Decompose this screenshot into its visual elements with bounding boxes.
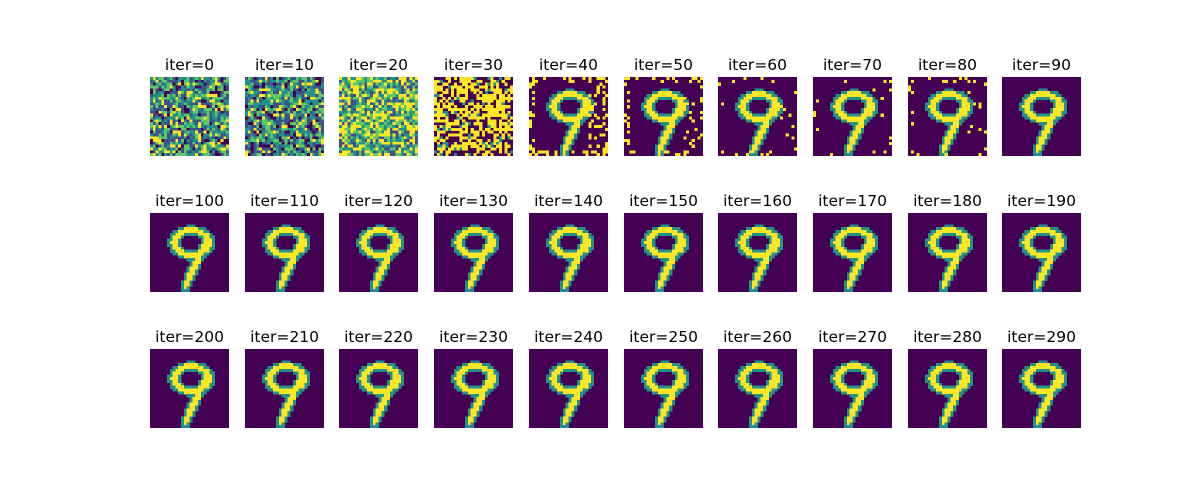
iteration-image [624, 349, 703, 428]
iteration-image [1002, 77, 1081, 156]
panel-title: iter=0 [164, 56, 215, 74]
iteration-image [908, 349, 987, 428]
panel-title: iter=200 [155, 328, 224, 346]
iteration-image [1002, 349, 1081, 428]
panel-title: iter=190 [1007, 192, 1076, 210]
iteration-image [813, 349, 892, 428]
panel-title: iter=110 [250, 192, 319, 210]
iteration-image [813, 77, 892, 156]
panel-title: iter=20 [348, 56, 408, 74]
iteration-image [529, 77, 608, 156]
panel-title: iter=90 [1011, 56, 1071, 74]
panel-title: iter=220 [344, 328, 413, 346]
panel-title: iter=30 [443, 56, 503, 74]
iteration-image [245, 213, 324, 292]
panel-title: iter=280 [913, 328, 982, 346]
panel-title: iter=210 [250, 328, 319, 346]
panel-title: iter=240 [534, 328, 603, 346]
panel-title: iter=230 [439, 328, 508, 346]
iteration-image [434, 349, 513, 428]
iteration-image [718, 77, 797, 156]
panel-title: iter=180 [913, 192, 982, 210]
panel-title: iter=170 [818, 192, 887, 210]
iteration-image [1002, 213, 1081, 292]
panel-title: iter=80 [917, 56, 977, 74]
panel-title: iter=60 [727, 56, 787, 74]
iteration-image [718, 349, 797, 428]
iteration-image [624, 77, 703, 156]
iteration-image [813, 213, 892, 292]
iteration-image [150, 77, 229, 156]
iteration-image [529, 349, 608, 428]
panel-title: iter=100 [155, 192, 224, 210]
panel-title: iter=270 [818, 328, 887, 346]
panel-title: iter=50 [633, 56, 693, 74]
iteration-image [245, 77, 324, 156]
iteration-image [339, 77, 418, 156]
iteration-image [718, 213, 797, 292]
panel-title: iter=70 [822, 56, 882, 74]
iteration-image [908, 77, 987, 156]
iteration-image [245, 349, 324, 428]
panel-title: iter=290 [1007, 328, 1076, 346]
panel-title: iter=130 [439, 192, 508, 210]
iteration-image [339, 349, 418, 428]
iteration-image [624, 213, 703, 292]
panel-title: iter=160 [723, 192, 792, 210]
iteration-image [529, 213, 608, 292]
panel-title: iter=250 [629, 328, 698, 346]
panel-title: iter=150 [629, 192, 698, 210]
iteration-image [908, 213, 987, 292]
iteration-image [150, 349, 229, 428]
iteration-image [150, 213, 229, 292]
iteration-image [434, 213, 513, 292]
iteration-image [339, 213, 418, 292]
panel-title: iter=40 [538, 56, 598, 74]
panel-title: iter=10 [254, 56, 314, 74]
panel-title: iter=260 [723, 328, 792, 346]
panel-title: iter=140 [534, 192, 603, 210]
iteration-image [434, 77, 513, 156]
panel-title: iter=120 [344, 192, 413, 210]
